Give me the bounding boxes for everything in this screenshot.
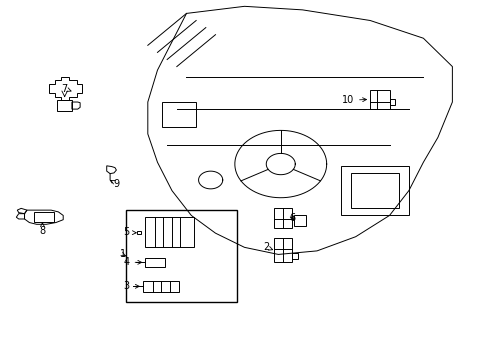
Bar xyxy=(57,100,72,111)
Bar xyxy=(126,210,237,302)
Bar xyxy=(293,215,305,226)
Bar xyxy=(369,90,389,109)
Text: 6: 6 xyxy=(289,213,295,223)
Text: 7: 7 xyxy=(61,84,71,94)
Text: 9: 9 xyxy=(111,179,120,189)
Bar xyxy=(145,217,193,247)
Bar xyxy=(34,212,53,222)
Text: 3: 3 xyxy=(123,281,139,291)
Text: 2: 2 xyxy=(263,242,272,252)
Text: 1: 1 xyxy=(120,249,125,260)
Bar xyxy=(145,258,164,267)
Text: 8: 8 xyxy=(39,223,45,237)
Text: 5: 5 xyxy=(123,228,136,238)
Bar xyxy=(273,208,291,228)
Text: 10: 10 xyxy=(341,95,366,105)
Bar xyxy=(273,238,291,261)
Text: 4: 4 xyxy=(123,257,142,267)
Bar xyxy=(142,281,179,292)
